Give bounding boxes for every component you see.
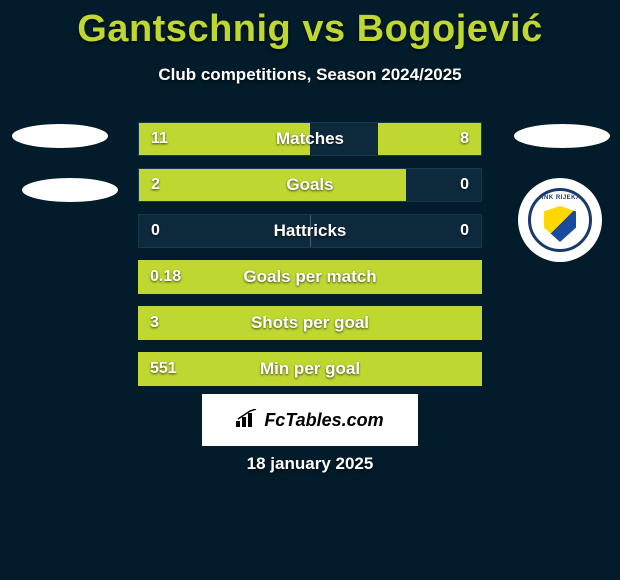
stat-value-right: 0 <box>460 169 469 201</box>
club-crest: HNK RIJEKA <box>528 188 592 252</box>
stat-value-left: 551 <box>150 352 177 386</box>
stat-value-left: 2 <box>151 169 160 201</box>
stat-value-right: 0 <box>460 215 469 247</box>
stat-label: Goals per match <box>138 260 482 294</box>
stat-row: Shots per goal3 <box>138 306 482 340</box>
player-left-photo-placeholder-2 <box>22 178 118 202</box>
stat-value-left: 0.18 <box>150 260 181 294</box>
stat-row: Hattricks0 0 <box>138 214 482 248</box>
fctables-logo: FcTables.com <box>202 394 418 446</box>
page-subtitle: Club competitions, Season 2024/2025 <box>0 65 620 85</box>
stat-label: Goals <box>139 169 481 201</box>
stat-label: Hattricks <box>139 215 481 247</box>
club-crest-shield-icon <box>544 206 576 242</box>
stat-row: Min per goal551 <box>138 352 482 386</box>
stat-value-left: 3 <box>150 306 159 340</box>
stat-label: Matches <box>139 123 481 155</box>
stat-value-right: 8 <box>460 123 469 155</box>
stat-row: Matches11 8 <box>138 122 482 156</box>
stat-row: Goals2 0 <box>138 168 482 202</box>
fctables-logo-text: FcTables.com <box>264 410 383 431</box>
stat-value-left: 0 <box>151 215 160 247</box>
club-badge-right: HNK RIJEKA <box>518 178 602 262</box>
page-title: Gantschnig vs Bogojević <box>0 0 620 51</box>
stat-value-left: 11 <box>151 123 168 155</box>
player-left-photo-placeholder-1 <box>12 124 108 148</box>
chart-icon <box>236 409 258 432</box>
player-right-photo-placeholder <box>514 124 610 148</box>
stat-label: Shots per goal <box>138 306 482 340</box>
date-text: 18 january 2025 <box>0 454 620 474</box>
club-crest-text: HNK RIJEKA <box>539 195 581 201</box>
stats-bars: Matches118Goals20Hattricks00Goals per ma… <box>138 122 482 398</box>
stat-row: Goals per match0.18 <box>138 260 482 294</box>
stat-label: Min per goal <box>138 352 482 386</box>
